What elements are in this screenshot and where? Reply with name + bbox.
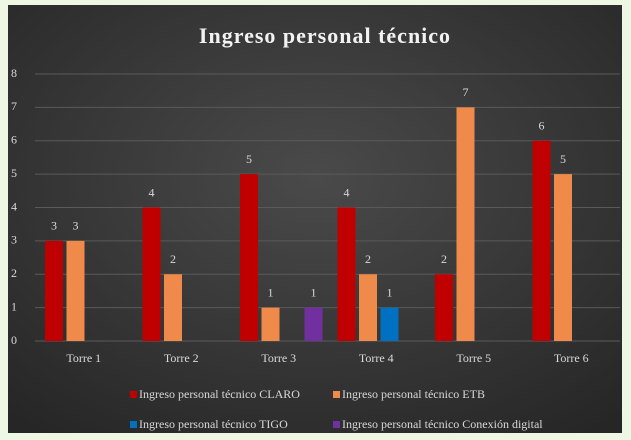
- bar: [359, 274, 377, 341]
- bar: [45, 240, 63, 341]
- legend-label: Ingreso personal técnico ETB: [342, 387, 485, 401]
- x-tick-label: Torre 1: [66, 351, 101, 365]
- y-tick-label: 8: [11, 66, 17, 80]
- x-tick-label: Torre 5: [456, 351, 491, 365]
- data-label: 2: [170, 252, 176, 266]
- legend-swatch: [130, 391, 137, 398]
- bar: [142, 207, 161, 341]
- data-label: 2: [365, 252, 371, 266]
- y-tick-label: 0: [11, 333, 17, 347]
- data-label: 1: [387, 285, 393, 299]
- bar: [66, 240, 85, 341]
- bar: [337, 207, 356, 341]
- bar: [304, 307, 323, 341]
- bar: [380, 307, 399, 341]
- data-label: 3: [51, 219, 57, 233]
- bar: [456, 107, 475, 341]
- legend-swatch: [333, 391, 340, 398]
- chart-background: [8, 5, 622, 433]
- data-label: 2: [441, 252, 447, 266]
- x-tick-label: Torre 4: [359, 351, 394, 365]
- y-tick-label: 3: [11, 233, 17, 247]
- y-tick-label: 7: [11, 99, 17, 113]
- legend-label: Ingreso personal técnico CLARO: [139, 387, 300, 401]
- legend-label: Ingreso personal técnico TIGO: [139, 417, 288, 431]
- bar: [554, 174, 572, 341]
- data-label: 7: [463, 85, 469, 99]
- data-label: 5: [246, 152, 252, 166]
- y-tick-label: 6: [11, 133, 17, 147]
- legend-label: Ingreso personal técnico Conexión digita…: [342, 417, 543, 431]
- data-label: 1: [311, 285, 317, 299]
- bar: [240, 174, 258, 341]
- legend-swatch: [333, 421, 340, 428]
- bar: [435, 274, 453, 341]
- data-label: 4: [149, 185, 155, 199]
- bar: [261, 307, 280, 341]
- data-label: 4: [344, 185, 350, 199]
- x-tick-label: Torre 2: [164, 351, 199, 365]
- bar: [532, 140, 551, 341]
- data-label: 3: [73, 219, 79, 233]
- y-tick-label: 5: [11, 166, 17, 180]
- y-tick-label: 1: [11, 299, 17, 313]
- bar: [164, 274, 182, 341]
- y-tick-label: 2: [11, 266, 17, 280]
- chart-title: Ingreso personal técnico: [199, 23, 451, 48]
- x-tick-label: Torre 6: [554, 351, 589, 365]
- x-tick-label: Torre 3: [261, 351, 296, 365]
- y-tick-label: 4: [11, 199, 17, 213]
- data-label: 5: [560, 152, 566, 166]
- data-label: 1: [268, 285, 274, 299]
- data-label: 6: [539, 119, 545, 133]
- legend-swatch: [130, 421, 137, 428]
